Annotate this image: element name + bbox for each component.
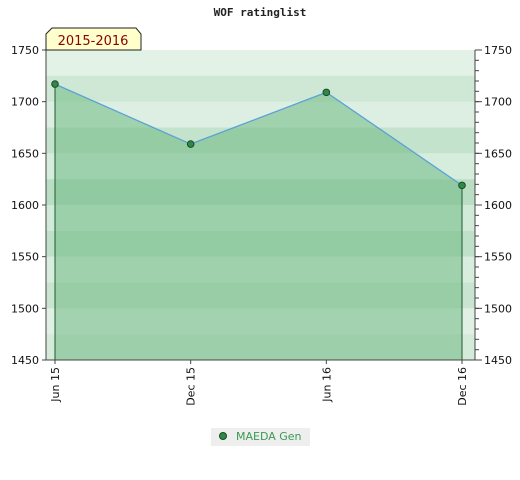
y-tick-label-right: 1600: [484, 199, 512, 212]
y-tick-label-left: 1550: [11, 251, 39, 264]
series-layer: [51, 80, 466, 190]
y-tick-label-left: 1600: [11, 199, 39, 212]
legend[interactable]: MAEDA Gen: [211, 428, 310, 446]
legend-marker: [219, 432, 227, 440]
drop-lines: [54, 84, 463, 360]
data-point[interactable]: [51, 80, 59, 88]
y-tick-label-right: 1550: [484, 251, 512, 264]
legend-label: MAEDA Gen: [236, 430, 302, 443]
series-area: [55, 84, 462, 360]
y-tick-label-left: 1700: [11, 96, 39, 109]
y-tick-label-left: 1650: [11, 147, 39, 160]
background-band: [46, 75, 475, 102]
y-tick-label-right: 1450: [484, 354, 512, 367]
data-point[interactable]: [186, 140, 195, 148]
y-tick-label-left: 1750: [11, 44, 39, 57]
data-point[interactable]: [322, 88, 331, 97]
period-label: 2015-2016: [58, 34, 129, 49]
y-tick-label-left: 1450: [11, 354, 39, 367]
chart-title: WOF ratinglist: [214, 6, 307, 19]
x-tick-label: Jun 16: [320, 367, 333, 403]
y-tick-label-right: 1750: [484, 44, 512, 57]
period-badge-box: [45, 27, 142, 51]
y-tick-label-right: 1500: [484, 302, 512, 315]
x-tick-label: Jun 15: [49, 367, 62, 403]
axes: 1450 1450 1500 1500 1550 1550 1600 1600 1650 1650…: [11, 44, 512, 406]
area-layer: [55, 84, 462, 360]
y-tick-label-right: 1650: [484, 147, 512, 160]
x-tick-label: Dec 15: [185, 367, 198, 406]
background-band: [46, 50, 475, 76]
x-tick-label: Dec 16: [456, 367, 469, 406]
y-tick-label-left: 1500: [11, 302, 39, 315]
series-line: [54, 83, 463, 186]
data-point[interactable]: [458, 181, 466, 190]
legend-box: [211, 428, 310, 446]
y-tick-label-right: 1700: [484, 96, 512, 109]
period-badge: 2015-2016: [45, 27, 142, 51]
